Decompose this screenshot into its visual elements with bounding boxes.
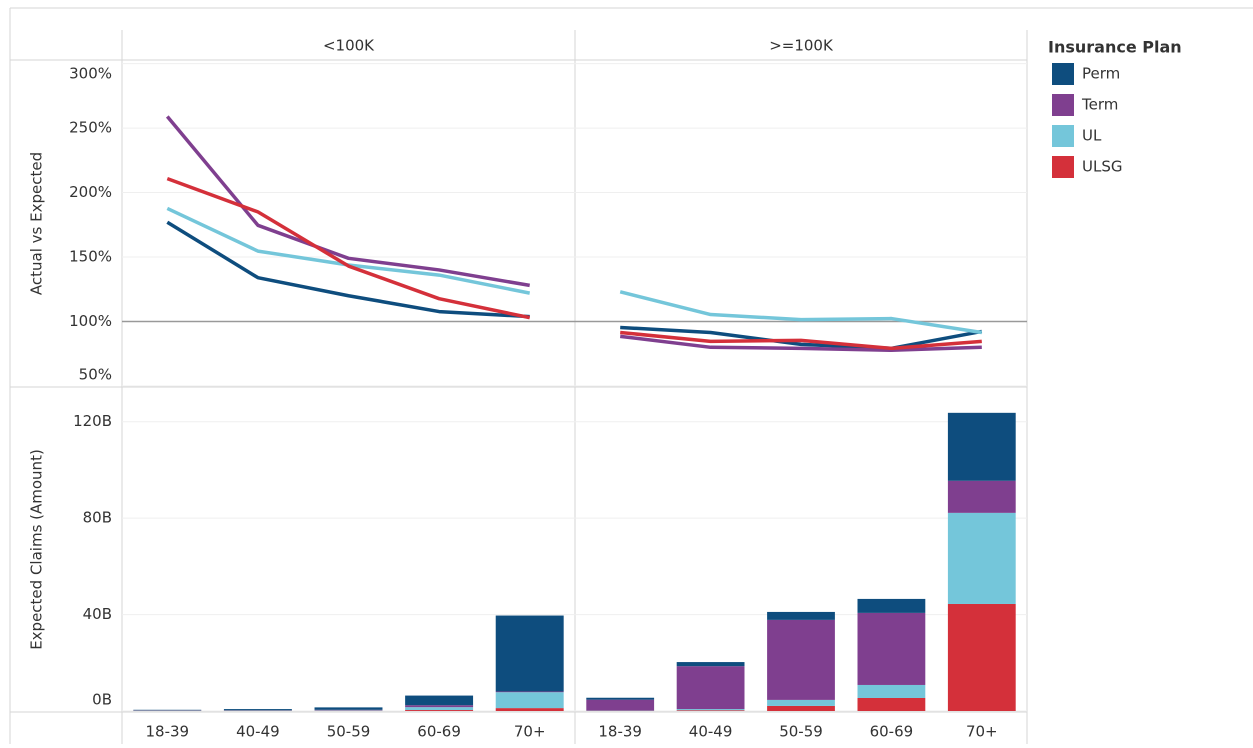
facet-header: >=100K: [769, 37, 834, 55]
bar-segment: [586, 698, 654, 700]
y-tick-label: 300%: [69, 65, 112, 83]
bar-segment: [496, 691, 564, 692]
x-tick-label: 18-39: [598, 723, 642, 741]
bar-segment: [948, 481, 1016, 513]
bar-segment: [767, 706, 835, 711]
x-tick-label: 40-49: [689, 723, 733, 741]
bar-segment: [405, 696, 473, 706]
bar-segment: [858, 613, 926, 685]
legend-swatch: [1052, 63, 1074, 85]
legend-label: ULSG: [1082, 158, 1122, 176]
series-line: [167, 208, 529, 293]
x-tick-label: 50-59: [779, 723, 823, 741]
bar-segment: [405, 707, 473, 710]
series-line: [620, 292, 982, 333]
bar-segment: [677, 710, 745, 711]
x-tick-label: 60-69: [870, 723, 914, 741]
y-tick-label: 100%: [69, 312, 112, 330]
x-tick-label: 18-39: [146, 723, 190, 741]
bar-segment: [677, 666, 745, 709]
x-tick-label: 50-59: [327, 723, 371, 741]
bar-segment: [405, 710, 473, 711]
y-tick-label: 0B: [92, 691, 112, 709]
bar-segment: [677, 709, 745, 710]
bar-segment: [496, 708, 564, 711]
y-axis-label: Actual vs Expected: [28, 152, 46, 295]
legend-swatch: [1052, 94, 1074, 116]
y-tick-label: 150%: [69, 248, 112, 266]
x-tick-label: 70+: [966, 723, 998, 741]
x-tick-label: 40-49: [236, 723, 280, 741]
x-tick-label: 60-69: [417, 723, 461, 741]
legend-label: UL: [1082, 127, 1102, 145]
bar-segment: [496, 692, 564, 708]
legend-title: Insurance Plan: [1048, 38, 1182, 57]
y-tick-label: 120B: [73, 412, 112, 430]
bar-segment: [405, 705, 473, 707]
y-axis-label: Expected Claims (Amount): [28, 449, 46, 650]
bar-segment: [677, 662, 745, 666]
bar-segment: [586, 700, 654, 711]
bar-segment: [767, 700, 835, 706]
bar-segment: [315, 707, 383, 709]
y-tick-label: 80B: [83, 509, 112, 527]
series-line: [167, 116, 529, 285]
y-tick-label: 50%: [79, 366, 112, 384]
legend-label: Term: [1081, 96, 1118, 114]
legend-swatch: [1052, 125, 1074, 147]
y-tick-label: 40B: [83, 605, 112, 623]
series-line: [167, 222, 529, 316]
bar-segment: [496, 616, 564, 692]
y-tick-label: 200%: [69, 183, 112, 201]
bar-segment: [858, 685, 926, 698]
facet-header: <100K: [323, 37, 375, 55]
bar-segment: [858, 698, 926, 711]
bar-segment: [767, 620, 835, 700]
legend-swatch: [1052, 156, 1074, 178]
bar-segment: [948, 413, 1016, 481]
bar-segment: [948, 513, 1016, 604]
x-tick-label: 70+: [514, 723, 546, 741]
bar-segment: [224, 709, 292, 710]
legend-label: Perm: [1082, 65, 1120, 83]
bar-segment: [858, 599, 926, 613]
y-tick-label: 250%: [69, 119, 112, 137]
bar-segment: [767, 612, 835, 620]
bar-segment: [948, 604, 1016, 711]
